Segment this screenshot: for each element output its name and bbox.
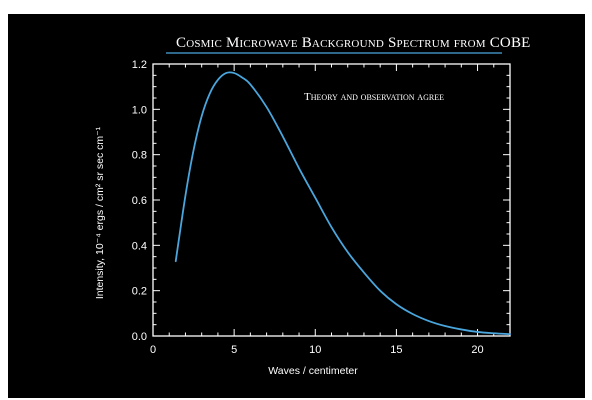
- y-tick-label: 0.4: [132, 240, 147, 252]
- data-point: [201, 116, 202, 117]
- x-tick-label: 0: [150, 344, 156, 356]
- data-point: [282, 136, 283, 137]
- data-point: [445, 326, 446, 327]
- y-tick-label: 0.2: [132, 286, 147, 298]
- series: [174, 71, 511, 336]
- data-point: [380, 290, 381, 291]
- data-point: [185, 195, 186, 196]
- data-point: [315, 197, 316, 198]
- y-tick-label: 0.6: [132, 195, 147, 207]
- plot-border: [152, 63, 511, 337]
- y-tick-label: 1.0: [132, 104, 147, 116]
- x-axis-label: Waves / centimeter: [268, 365, 358, 377]
- data-point: [226, 73, 227, 74]
- data-point: [266, 107, 267, 108]
- data-point: [412, 314, 413, 315]
- chart-annotation: Theory and observation agree: [304, 91, 444, 103]
- data-point: [193, 150, 194, 151]
- y-axis-label: Intensity, 10⁻⁴ ergs / cm² sr sec cm⁻¹: [94, 126, 106, 299]
- data-point: [461, 329, 462, 330]
- data-point: [217, 79, 218, 80]
- y-tick-label: 1.2: [132, 59, 147, 71]
- axes: [152, 63, 511, 337]
- data-point: [347, 252, 348, 253]
- spectrum-curve: [174, 71, 511, 336]
- data-point: [428, 321, 429, 322]
- data-point: [299, 168, 300, 169]
- y-tick-label: 0.0: [132, 331, 147, 343]
- ticks: 0 5 10 15 20 0.0 0.2 0.4 0.6 0.8 1.0 1.2: [132, 59, 511, 356]
- data-point: [234, 73, 235, 74]
- spectrum-chart: Cosmic Microwave Background Spectrum fro…: [94, 35, 531, 377]
- data-point: [477, 331, 478, 332]
- x-tick-label: 5: [231, 344, 237, 356]
- data-point: [175, 261, 176, 262]
- x-tick-label: 20: [471, 344, 483, 356]
- data-point: [242, 77, 243, 78]
- data-point: [250, 84, 251, 85]
- chart-title: Cosmic Microwave Background Spectrum fro…: [176, 35, 531, 51]
- data-point: [510, 334, 511, 335]
- data-point: [493, 333, 494, 334]
- data-point: [331, 227, 332, 228]
- y-tick-label: 0.8: [132, 150, 147, 162]
- data-point: [396, 304, 397, 305]
- chart-frame: Cosmic Microwave Background Spectrum fro…: [8, 14, 585, 398]
- x-tick-label: 10: [309, 344, 321, 356]
- data-point: [209, 93, 210, 94]
- data-point: [363, 272, 364, 273]
- x-tick-label: 15: [390, 344, 402, 356]
